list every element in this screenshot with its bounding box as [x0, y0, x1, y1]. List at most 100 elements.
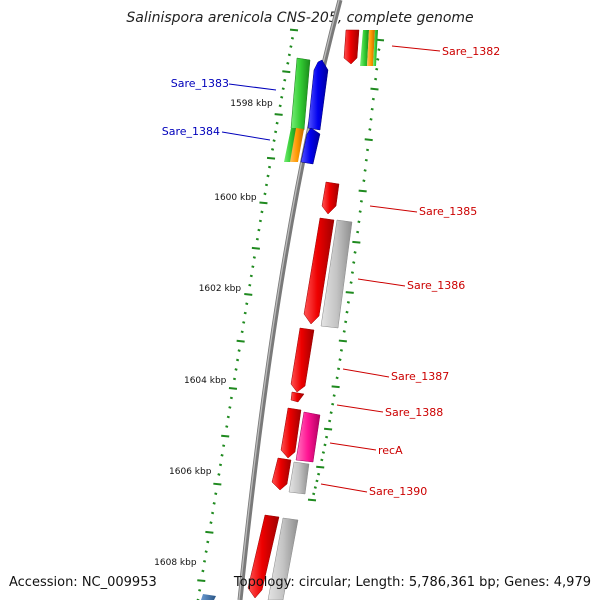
cds-sare-1388[interactable] — [290, 391, 305, 403]
tick-mark — [368, 128, 372, 131]
tick-mark — [275, 121, 279, 125]
tick-mark — [232, 377, 237, 381]
tick-mark — [240, 330, 244, 334]
tick-mark — [371, 97, 375, 101]
tick-mark — [209, 521, 213, 524]
tick-mark — [236, 339, 245, 343]
tick-mark — [362, 179, 366, 183]
tick-mark — [364, 158, 368, 162]
tick-mark — [271, 148, 275, 151]
tick-mark — [376, 58, 380, 61]
tick-mark — [370, 107, 374, 111]
tick-mark — [374, 77, 378, 81]
tick-mark — [316, 465, 325, 469]
tick-mark — [236, 358, 240, 362]
tick-mark — [242, 321, 246, 324]
tick-mark — [338, 339, 347, 343]
tick-mark — [312, 492, 316, 496]
tick-mark — [228, 387, 238, 390]
tick-mark — [352, 240, 361, 244]
tick-mark — [248, 283, 252, 287]
label-sare-1390[interactable]: Sare_1390 — [369, 485, 427, 498]
tick-mark — [226, 415, 230, 419]
cds-sare-1385[interactable] — [321, 181, 340, 215]
tick-mark — [324, 435, 329, 439]
tick-mark — [245, 302, 249, 306]
tick-mark — [359, 199, 363, 203]
tick-mark — [338, 358, 342, 362]
tick-mark — [202, 559, 207, 563]
tick-mark — [218, 463, 223, 467]
tick-mark — [266, 156, 276, 160]
tick-mark — [272, 139, 276, 142]
label-sare-1386[interactable]: Sare_1386 — [407, 279, 465, 292]
label-sare-1387[interactable]: Sare_1387 — [391, 370, 449, 383]
cds-sare-1382[interactable] — [343, 29, 378, 66]
tick-mark — [281, 87, 285, 91]
label-sare-1382[interactable]: Sare_1382 — [442, 45, 500, 58]
map-title: Salinispora arenicola CNS-205, complete … — [126, 10, 474, 26]
tick-mark — [211, 511, 215, 515]
tick-mark — [313, 486, 317, 489]
tick-mark — [252, 256, 256, 259]
tick-mark — [332, 394, 336, 397]
tick-mark — [222, 444, 226, 448]
cds-reca[interactable] — [280, 407, 321, 463]
accession-text: Accession: NC_009953 — [9, 575, 157, 590]
tick-mark — [356, 230, 360, 234]
tick-mark — [339, 349, 343, 352]
cds-sare-1390[interactable] — [271, 457, 310, 495]
label-sare-1388[interactable]: Sare_1388 — [385, 406, 443, 419]
cds-sare-1384[interactable] — [284, 127, 321, 165]
tick-mark — [258, 219, 262, 223]
tick-mark — [237, 349, 241, 352]
cds-sare-1383[interactable] — [290, 57, 329, 131]
tick-mark — [260, 210, 264, 214]
tick-mark — [335, 376, 339, 380]
kbp-label: 1602 kbp — [199, 284, 242, 294]
tick-mark — [221, 434, 230, 438]
tick-mark — [370, 87, 379, 91]
tick-mark — [358, 189, 367, 193]
tick-mark — [201, 569, 205, 573]
kbp-label: 1604 kbp — [184, 376, 227, 386]
tick-mark — [369, 117, 373, 121]
label-reca[interactable]: recA — [378, 444, 403, 457]
tick-mark — [321, 451, 325, 454]
tick-mark — [257, 228, 261, 232]
label-sare-1384[interactable]: Sare_1384 — [162, 125, 220, 138]
tick-mark — [307, 498, 317, 502]
tick-mark — [267, 165, 272, 169]
cds-bottom-group[interactable] — [201, 514, 299, 600]
outer-tick-arc — [196, 28, 299, 600]
cds-sare-1386[interactable] — [303, 217, 353, 329]
tick-mark — [375, 67, 379, 71]
tick-mark — [282, 70, 291, 74]
tick-mark — [213, 482, 222, 486]
tick-mark — [353, 251, 357, 254]
tick-mark — [251, 265, 255, 269]
tick-mark — [204, 550, 208, 553]
tick-mark — [323, 443, 327, 447]
cds-sare-1387[interactable] — [290, 327, 315, 393]
tick-mark — [212, 501, 216, 505]
tick-mark — [263, 192, 267, 196]
tick-mark — [344, 320, 348, 324]
kbp-label: 1606 kbp — [169, 467, 212, 477]
tick-mark — [345, 291, 354, 294]
tick-mark — [234, 368, 238, 371]
tick-mark — [349, 281, 353, 284]
tick-mark — [220, 453, 224, 457]
tick-mark — [337, 367, 341, 371]
kbp-label: 1600 kbp — [214, 193, 257, 203]
tick-mark — [317, 472, 321, 476]
label-sare-1383[interactable]: Sare_1383 — [171, 77, 229, 90]
tick-mark — [278, 104, 282, 108]
label-sare-1385[interactable]: Sare_1385 — [419, 205, 477, 218]
tick-mark — [255, 237, 259, 241]
tick-mark — [197, 579, 206, 583]
kbp-label: 1608 kbp — [154, 558, 197, 568]
tick-mark — [365, 148, 370, 152]
tick-mark — [214, 492, 218, 496]
